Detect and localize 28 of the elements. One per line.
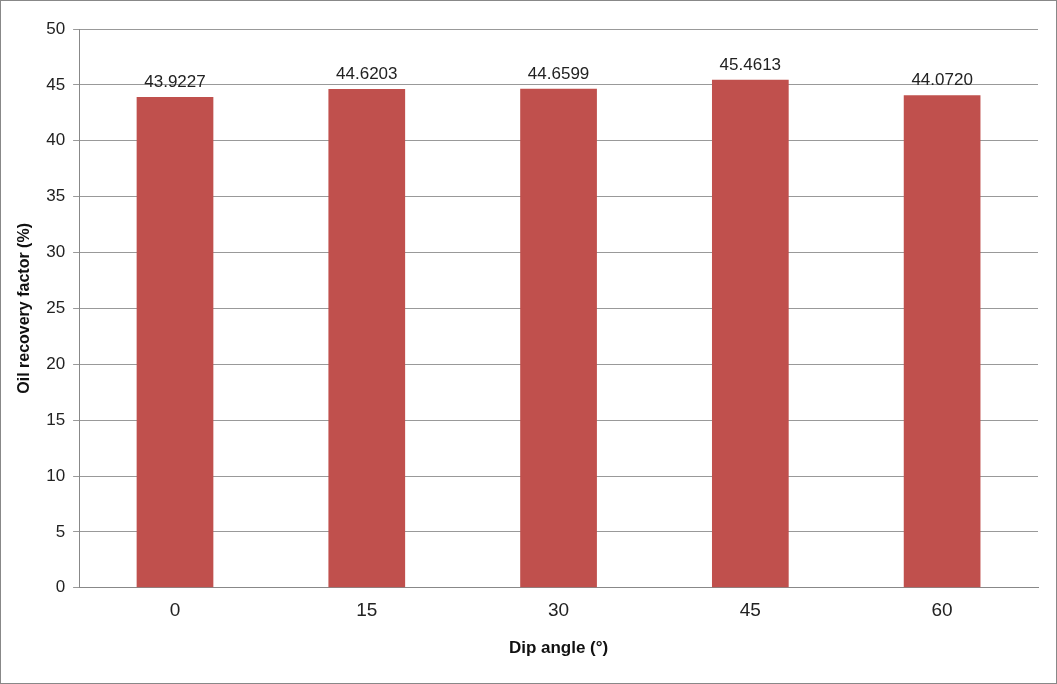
data-label: 44.0720 (911, 70, 973, 90)
y-tick-label: 50 (46, 18, 66, 38)
x-tick-label: 60 (931, 599, 953, 621)
y-tick-label: 30 (46, 242, 66, 262)
data-label: 44.6599 (527, 63, 590, 83)
y-axis-title: Oil recovery factor (%) (15, 223, 33, 394)
bar (136, 96, 214, 588)
x-axis-title: Dip angle (°) (508, 638, 609, 658)
y-tick-label: 5 (55, 521, 66, 541)
data-label: 45.4613 (719, 54, 782, 74)
x-tick-label: 0 (169, 599, 181, 621)
bar (328, 89, 406, 588)
y-tick-label: 20 (46, 353, 66, 373)
x-tick-label: 15 (356, 599, 378, 621)
bar (903, 95, 981, 588)
y-tick-label: 40 (46, 130, 66, 150)
y-tick-label: 35 (46, 186, 66, 206)
y-tick-label: 45 (46, 74, 66, 94)
y-tick-label: 10 (46, 465, 66, 485)
data-label: 43.9227 (144, 72, 206, 92)
x-tick-label: 30 (547, 599, 570, 621)
y-tick-label: 25 (46, 298, 66, 318)
bar (711, 79, 789, 588)
y-tick-label: 15 (46, 409, 66, 429)
x-tick-label: 45 (739, 599, 761, 621)
bar (520, 88, 597, 588)
data-label: 44.6203 (336, 64, 398, 84)
y-tick-label: 0 (55, 577, 66, 597)
